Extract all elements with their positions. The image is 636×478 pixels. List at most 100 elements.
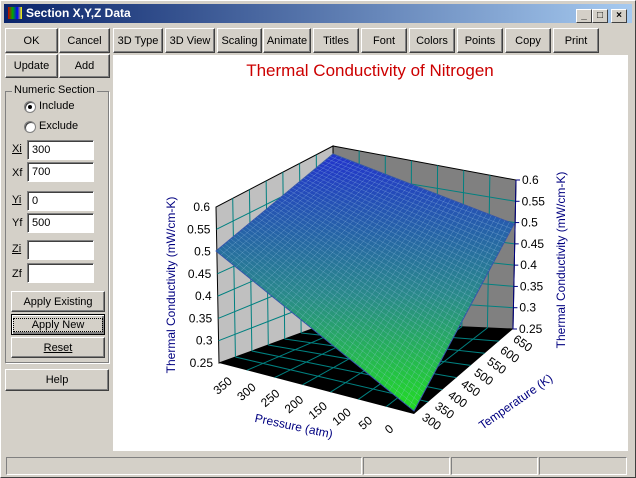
- include-label[interactable]: Include: [39, 100, 75, 112]
- update-button[interactable]: Update: [5, 54, 58, 78]
- apply-new-label: Apply New: [12, 317, 104, 332]
- ok-button[interactable]: OK: [5, 28, 58, 53]
- chart-area: Thermal Conductivity of Nitrogen 0.25 0.25…: [113, 55, 628, 451]
- toolbar-font-button[interactable]: Font: [361, 28, 407, 53]
- surface-mesh-line: [327, 158, 510, 234]
- chart-title: Thermal Conductivity of Nitrogen: [246, 61, 494, 80]
- z-tick-label-left: 0.4: [195, 289, 212, 303]
- surface-mesh-line: [334, 195, 442, 348]
- x-tick-label: 250: [258, 386, 283, 410]
- numeric-section-group: Numeric Section: [5, 84, 109, 363]
- surface-mesh-line: [309, 173, 495, 262]
- surface-mesh-line: [300, 180, 487, 276]
- xf-label: Xf: [12, 167, 23, 179]
- z-tick-label-left: 0.45: [188, 267, 212, 281]
- z-tick-label-left: 0.5: [194, 245, 211, 259]
- z-axis-right: [512, 179, 517, 330]
- surface-mesh-line: [389, 215, 492, 392]
- surface-mesh-line: [321, 163, 505, 243]
- yi-label: Yi: [12, 194, 22, 206]
- yi-input[interactable]: 0: [27, 191, 94, 211]
- toolbar-titles-button[interactable]: Titles: [313, 28, 359, 53]
- wall-gridline: [232, 198, 236, 358]
- surface-mesh-line: [306, 175, 492, 267]
- exclude-label[interactable]: Exclude: [39, 120, 79, 132]
- yf-input[interactable]: 500: [27, 213, 94, 233]
- include-radio[interactable]: [24, 101, 36, 113]
- surface-mesh-line: [324, 161, 507, 239]
- z-tick-label-left: 0.6: [193, 200, 210, 214]
- surface-mesh-line: [289, 190, 477, 295]
- apply-new-button[interactable]: Apply New: [11, 314, 105, 335]
- surface-mesh-line: [379, 211, 483, 384]
- x-tick-label: 200: [282, 392, 307, 416]
- toolbar-animate-button[interactable]: Animate: [263, 28, 311, 53]
- zi-input[interactable]: [27, 240, 94, 260]
- surface-mesh-line: [314, 188, 424, 332]
- surface-mesh-line: [384, 213, 488, 388]
- add-button[interactable]: Add: [59, 54, 110, 78]
- surface-mesh-line: [369, 208, 474, 376]
- surface-mesh-line: [291, 187, 480, 290]
- surface-mesh-line: [312, 170, 497, 257]
- cancel-button[interactable]: Cancel: [59, 28, 110, 53]
- toolbar-copy-button[interactable]: Copy: [505, 28, 551, 53]
- surface-mesh-line: [359, 204, 465, 368]
- toolbar-colors-button[interactable]: Colors: [409, 28, 455, 53]
- surface-mesh-line: [329, 194, 438, 344]
- exclude-radio[interactable]: [24, 121, 36, 133]
- zf-label: Zf: [12, 268, 22, 280]
- z-tick-label-right: 0.4: [520, 258, 537, 272]
- surface-mesh-line: [403, 220, 506, 404]
- zi-label: Zi: [12, 243, 22, 255]
- toolbar-3d-type-button[interactable]: 3D Type: [113, 28, 163, 53]
- surface-mesh-line: [319, 190, 429, 336]
- help-button[interactable]: Help: [5, 369, 109, 391]
- z-tick-label-left: 0.55: [187, 222, 211, 236]
- surface-mesh-line: [394, 216, 497, 396]
- close-button[interactable]: ×: [611, 9, 627, 23]
- surface: [215, 153, 515, 412]
- z-axis-label-right: Thermal Conductivity (mW/cm-K): [554, 172, 568, 349]
- x-tick-label: 300: [234, 380, 259, 404]
- xf-input[interactable]: 700: [27, 162, 94, 182]
- status-pane-1: [6, 457, 362, 475]
- surface-mesh-line: [374, 209, 478, 380]
- z-tick-label-left: 0.3: [196, 334, 213, 348]
- surface-mesh-line: [324, 192, 433, 340]
- status-pane-3: [451, 457, 538, 475]
- toolbar-print-button[interactable]: Print: [553, 28, 599, 53]
- maximize-button[interactable]: □: [592, 9, 608, 23]
- surface-mesh-line: [283, 195, 472, 304]
- z-tick-label-right: 0.3: [519, 301, 536, 315]
- zf-input[interactable]: [27, 263, 94, 283]
- minimize-button[interactable]: _: [576, 9, 592, 23]
- surface-mesh-line: [294, 185, 482, 285]
- app-icon: [8, 7, 22, 19]
- x-tick-label: 50: [356, 413, 375, 433]
- toolbar-scaling-button[interactable]: Scaling: [217, 28, 262, 53]
- x-tick-label: 350: [211, 374, 236, 398]
- surface-mesh-line: [408, 222, 510, 408]
- surface-mesh-line: [286, 192, 475, 299]
- surface-mesh-line: [280, 197, 470, 309]
- z-tick-label-right: 0.35: [520, 279, 544, 293]
- surface-mesh-line: [364, 206, 469, 372]
- reset-button[interactable]: Reset: [11, 337, 105, 358]
- surface-mesh-line: [349, 201, 456, 360]
- surface-mesh-line: [354, 202, 460, 364]
- surface-plot: Thermal Conductivity of Nitrogen 0.25 0.25…: [164, 61, 568, 441]
- x-tick-label: 0: [382, 421, 396, 436]
- surface-mesh-line: [315, 168, 500, 253]
- apply-existing-button[interactable]: Apply Existing: [11, 291, 105, 312]
- toolbar-points-button[interactable]: Points: [457, 28, 503, 53]
- xi-input[interactable]: 300: [27, 140, 94, 160]
- z-tick-label-right: 0.6: [522, 173, 539, 187]
- surface-mesh-line: [297, 182, 485, 281]
- toolbar-3d-view-button[interactable]: 3D View: [165, 28, 215, 53]
- x-tick-label: 150: [306, 399, 331, 423]
- z-tick-label-right: 0.5: [521, 216, 538, 230]
- status-pane-2: [363, 457, 450, 475]
- surface-mesh-line: [277, 199, 467, 313]
